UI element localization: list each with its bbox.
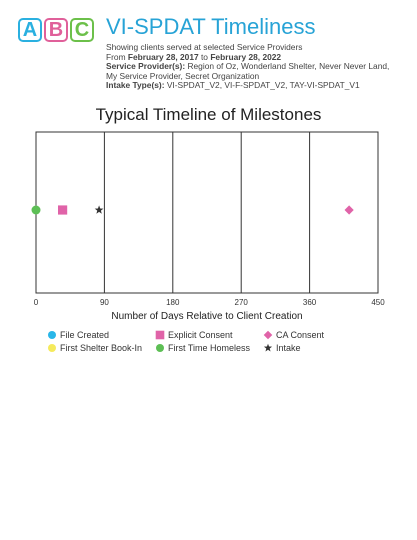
legend-label: File Created [60, 330, 110, 340]
intake-types: Intake Type(s): VI-SPDAT_V2, VI-F-SPDAT_… [106, 81, 402, 91]
x-tick-label-90: 90 [100, 298, 109, 307]
timeline-chart: 0 90 180 270 360 450 Number of Days Relative t… [31, 131, 385, 320]
service-providers: Service Provider(s): Region of Oz, Wonde… [106, 61, 402, 81]
intake-value: VI-SPDAT_V2, VI-F-SPDAT_V2, TAY-VI-SPDAT… [166, 80, 360, 91]
point-intake [94, 205, 104, 214]
point-explicit-consent [58, 205, 68, 215]
point-first-time-homeless [31, 205, 41, 215]
x-tick-label-0: 0 [34, 298, 39, 307]
circle-marker-icon [156, 344, 164, 352]
circle-marker-icon [48, 331, 56, 339]
x-tick-label-180: 180 [166, 298, 180, 307]
star-marker-icon [263, 343, 273, 352]
date-prefix: From [106, 51, 126, 62]
legend-label: CA Consent [276, 330, 325, 340]
logo-letter-a: A [18, 18, 42, 42]
chart-title: Typical Timeline of Milestones [95, 105, 322, 124]
report-subtitle: Showing clients served at selected Servi… [106, 42, 303, 52]
providers-value: Region of Oz, Wonderland Shelter, Never … [106, 61, 390, 81]
legend-label: Explicit Consent [168, 330, 233, 340]
legend-label: Intake [276, 343, 301, 353]
circle-marker-icon [48, 344, 56, 352]
x-axis-label: Number of Days Relative to Client Creati… [111, 311, 302, 320]
point-ca-consent [344, 205, 354, 215]
logo-letter-c: C [70, 18, 94, 42]
logo-letter-b: B [44, 18, 68, 42]
x-tick-label-360: 360 [303, 298, 317, 307]
x-tick-label-450: 450 [371, 298, 385, 307]
date-range: From February 28, 2017 to February 28, 2… [106, 51, 402, 63]
abc-logo: A B C [18, 18, 98, 44]
report-info: Showing clients served at selected Servi… [106, 42, 402, 91]
page-title: VI-SPDAT Timeliness [106, 14, 316, 39]
legend-label: First Shelter Book-In [60, 343, 143, 353]
legend-label: First Time Homeless [168, 343, 251, 353]
intake-label: Intake Type(s): [106, 80, 165, 91]
plot-area [35, 131, 379, 294]
diamond-marker-icon [263, 330, 273, 340]
square-marker-icon [155, 330, 165, 340]
date-to: February 28, 2022 [210, 51, 282, 62]
date-from: February 28, 2017 [127, 51, 199, 62]
x-tick-label-270: 270 [235, 298, 249, 307]
providers-label: Service Provider(s): [106, 61, 186, 72]
date-join: to [200, 51, 208, 62]
